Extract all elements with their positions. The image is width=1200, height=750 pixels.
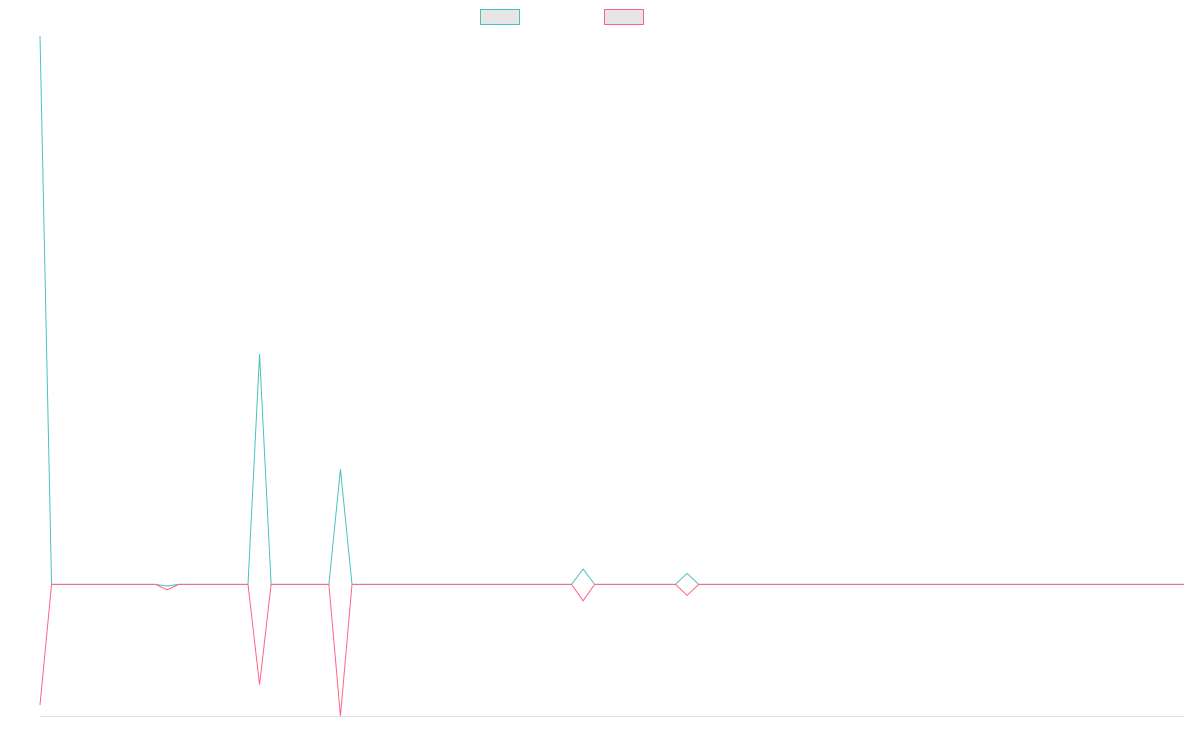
chart-legend — [0, 0, 1200, 34]
legend-item-series-2[interactable] — [604, 9, 652, 25]
legend-swatch-series-1 — [480, 9, 520, 25]
series-line-2[interactable] — [39, 583, 1184, 717]
legend-item-series-1[interactable] — [480, 9, 528, 25]
legend-swatch-series-2 — [604, 9, 644, 25]
series-line-1[interactable] — [39, 35, 1184, 587]
